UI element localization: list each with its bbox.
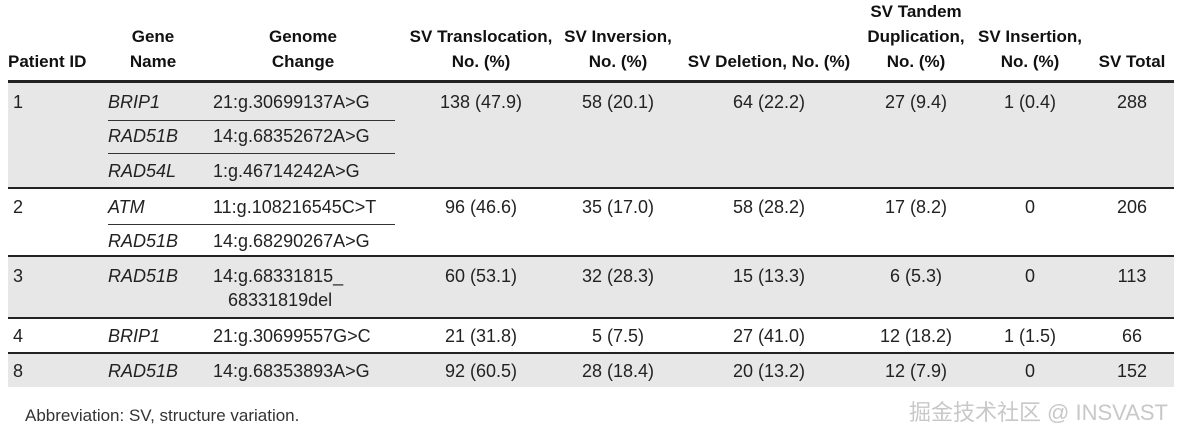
genome-change: 14:g.68331815_ (213, 266, 344, 286)
header-sv-tandem-duplication: SV Tandem Duplication, No. (%) (867, 2, 965, 71)
row-rule (8, 187, 1174, 189)
sv-inversion-value: 35 (17.0) (581, 197, 655, 217)
sv-inversion-value: 32 (28.3) (581, 266, 655, 286)
header-rule (8, 80, 1174, 83)
genome-change: 11:g.108216545C>T (213, 197, 377, 217)
sv-deletion-value: 64 (22.2) (732, 92, 806, 112)
patient-id: 1 (13, 92, 24, 112)
gene-name: RAD51B (108, 361, 179, 381)
sv-inversion-value: 5 (7.5) (591, 326, 645, 346)
genome-change-continued: 68331819del (228, 290, 333, 310)
sv-insertion-value: 1 (1.5) (1003, 326, 1057, 346)
table-row-patient-4: 4 BRIP1 21:g.30699557G>C 21 (31.8) 5 (7.… (8, 319, 1174, 352)
header-genome-change: Genome Change (268, 27, 338, 71)
gene-divider (108, 120, 395, 121)
watermark: 掘金技术社区 @ INSVAST (908, 400, 1168, 425)
genome-change: 21:g.30699557G>C (213, 326, 371, 346)
sv-insertion-value: 0 (1024, 361, 1035, 381)
genome-change: 14:g.68352672A>G (213, 126, 370, 146)
genome-change: 14:g.68290267A>G (213, 231, 370, 251)
patient-id: 3 (13, 266, 24, 286)
table-row-patient-2: 2 ATM 11:g.108216545C>T RAD51B 14:g.6829… (8, 189, 1174, 255)
sv-total-value: 113 (1117, 266, 1147, 286)
sv-insertion-value: 0 (1024, 266, 1035, 286)
sv-tandem-duplication-value: 27 (9.4) (884, 92, 948, 112)
gene-name: BRIP1 (108, 92, 161, 112)
table-footnote: Abbreviation: SV, structure variation. (25, 406, 300, 425)
sv-insertion-value: 0 (1024, 197, 1035, 217)
row-rule (8, 255, 1174, 257)
table-header: Patient ID Gene Name Genome Change SV Tr… (8, 0, 1174, 80)
sv-translocation-value: 21 (31.8) (444, 326, 518, 346)
gene-name: RAD54L (108, 161, 177, 181)
sv-tandem-duplication-value: 17 (8.2) (884, 197, 948, 217)
header-patient-id: Patient ID (8, 52, 87, 71)
sv-insertion-value: 1 (0.4) (1003, 92, 1057, 112)
row-rule (8, 317, 1174, 319)
sv-translocation-value: 96 (46.6) (444, 197, 518, 217)
table-row-patient-8: 8 RAD51B 14:g.68353893A>G 92 (60.5) 28 (… (8, 354, 1174, 387)
header-sv-inversion: SV Inversion, No. (%) (564, 27, 672, 71)
gene-name: RAD51B (108, 231, 179, 251)
patient-id: 2 (13, 197, 24, 217)
gene-name: ATM (108, 197, 145, 217)
genome-change: 14:g.68353893A>G (213, 361, 370, 381)
sv-translocation-value: 138 (47.9) (439, 92, 523, 112)
gene-name: RAD51B (108, 266, 179, 286)
patient-id: 4 (13, 326, 24, 346)
gene-divider (108, 224, 395, 225)
sv-deletion-value: 15 (13.3) (732, 266, 806, 286)
sv-inversion-value: 28 (18.4) (581, 361, 655, 381)
sv-inversion-value: 58 (20.1) (581, 92, 655, 112)
patient-id: 8 (13, 361, 24, 381)
header-sv-translocation: SV Translocation, No. (%) (409, 27, 553, 71)
table-row-patient-3: 3 RAD51B 14:g.68331815_ 68331819del 60 (… (8, 257, 1174, 317)
sv-total-value: 288 (1116, 92, 1148, 112)
genome-change: 21:g.30699137A>G (213, 92, 370, 112)
gene-divider (108, 153, 395, 154)
header-sv-total: SV Total (1098, 52, 1166, 71)
sv-deletion-value: 27 (41.0) (732, 326, 806, 346)
row-rule (8, 352, 1174, 354)
sv-tandem-duplication-value: 12 (7.9) (884, 361, 948, 381)
header-sv-insertion: SV Insertion, No. (%) (978, 27, 1082, 71)
table-row-patient-1: 1 BRIP1 21:g.30699137A>G RAD51B 14:g.683… (8, 83, 1174, 187)
sv-deletion-value: 58 (28.2) (732, 197, 806, 217)
header-sv-deletion: SV Deletion, No. (%) (687, 52, 851, 71)
header-gene-name: Gene Name (129, 27, 177, 71)
sv-total-value: 66 (1121, 326, 1143, 346)
gene-name: BRIP1 (108, 326, 161, 346)
gene-name: RAD51B (108, 126, 179, 146)
sv-total-value: 206 (1116, 197, 1148, 217)
sv-total-value: 152 (1116, 361, 1148, 381)
sv-translocation-value: 60 (53.1) (444, 266, 518, 286)
sv-tandem-duplication-value: 6 (5.3) (889, 266, 943, 286)
sv-tandem-duplication-value: 12 (18.2) (879, 326, 953, 346)
sv-deletion-value: 20 (13.2) (732, 361, 806, 381)
genome-change: 1:g.46714242A>G (213, 161, 360, 181)
sv-translocation-value: 92 (60.5) (444, 361, 518, 381)
